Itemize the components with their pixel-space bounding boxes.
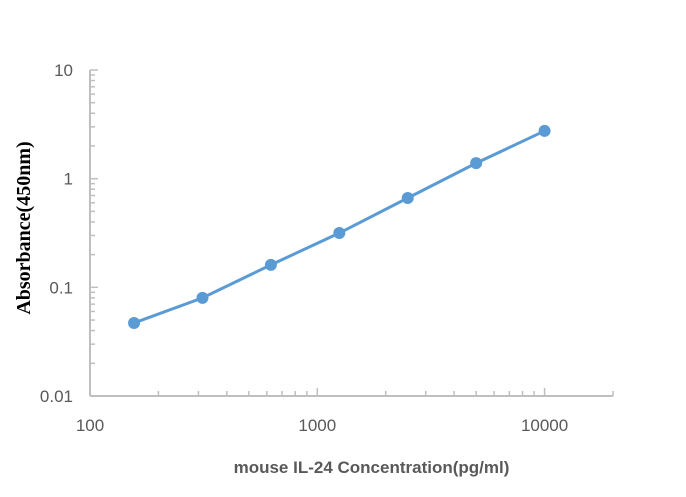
- x-axis-label: mouse IL-24 Concentration(pg/ml): [234, 458, 510, 477]
- y-axis-label: Absorbance(450nm): [13, 141, 35, 314]
- y-tick-label: 10: [54, 61, 73, 80]
- data-point: [470, 157, 483, 170]
- series-line: [133, 129, 546, 325]
- y-tick-label: 1: [64, 170, 73, 189]
- data-point: [196, 291, 209, 304]
- data-point: [128, 316, 141, 329]
- data-point: [333, 227, 346, 240]
- y-tick-label: 0.01: [40, 387, 73, 406]
- data-point: [401, 191, 414, 204]
- data-point: [538, 124, 551, 137]
- x-tick-label: 1000: [298, 416, 336, 435]
- y-tick-label: 0.1: [49, 278, 73, 297]
- x-tick-label: 10000: [521, 416, 568, 435]
- x-tick-label: 100: [76, 416, 104, 435]
- data-point: [264, 258, 277, 271]
